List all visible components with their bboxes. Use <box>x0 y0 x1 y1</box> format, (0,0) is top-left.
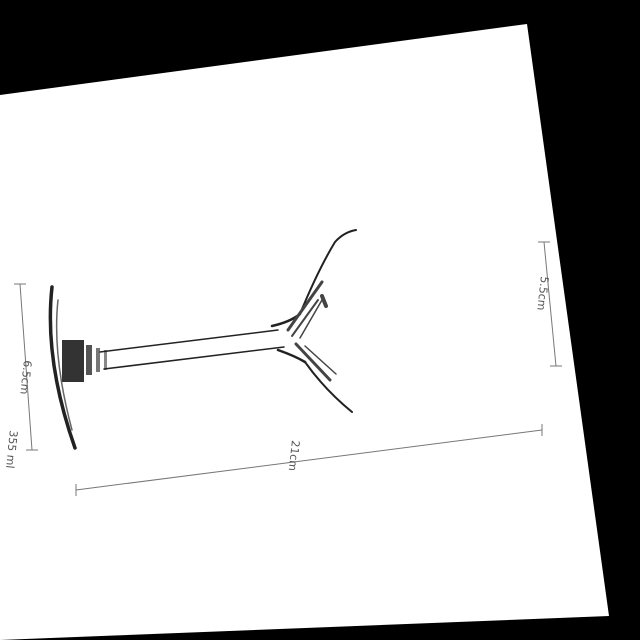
martini-glass-drawing <box>48 229 357 450</box>
paper-sheet <box>0 24 609 640</box>
glass-stem-top <box>99 329 279 353</box>
rim-diameter-label: 5.5cm <box>534 276 551 311</box>
rim-dimension-line <box>543 241 557 367</box>
height-dimension-line <box>75 429 543 491</box>
base-dimension-line <box>19 283 33 451</box>
dimension-lines <box>14 241 562 496</box>
bowl-edge-top <box>299 229 357 315</box>
bowl-joint-bottom <box>276 348 307 364</box>
height-label: 21cm <box>286 440 302 472</box>
glass-foot-inner <box>55 299 73 431</box>
glass-foot <box>48 285 77 450</box>
glass-stem-bottom <box>103 346 285 370</box>
bowl-edge-bottom <box>304 361 353 413</box>
base-diameter-label: 6.5cm <box>17 360 34 395</box>
capacity-label: 355 ml <box>3 430 20 469</box>
bowl-shading <box>286 280 337 382</box>
foot-shading <box>62 340 107 382</box>
